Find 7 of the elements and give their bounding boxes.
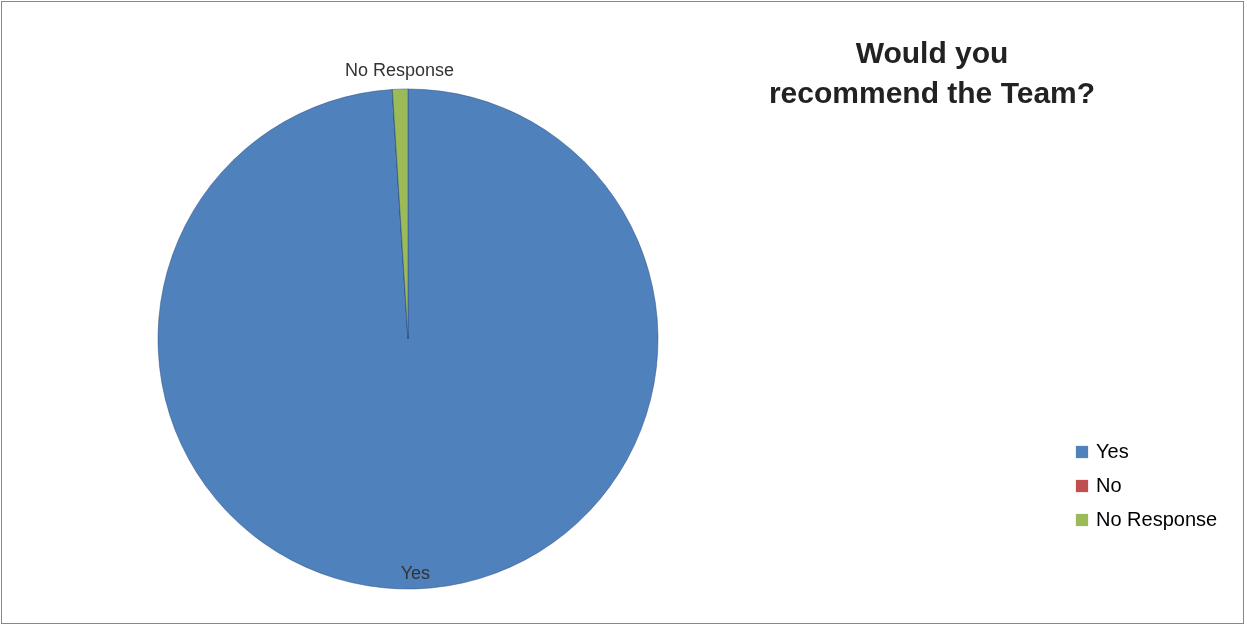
pie-slice [158,88,659,590]
legend-label: No [1096,474,1122,496]
chart-title: Would you recommend the Team? [768,36,1096,109]
slice-label: Yes [400,562,431,583]
legend-label: No Response [1096,508,1218,530]
slice-label: No Response [345,60,455,81]
legend-label: Yes [1096,440,1129,462]
